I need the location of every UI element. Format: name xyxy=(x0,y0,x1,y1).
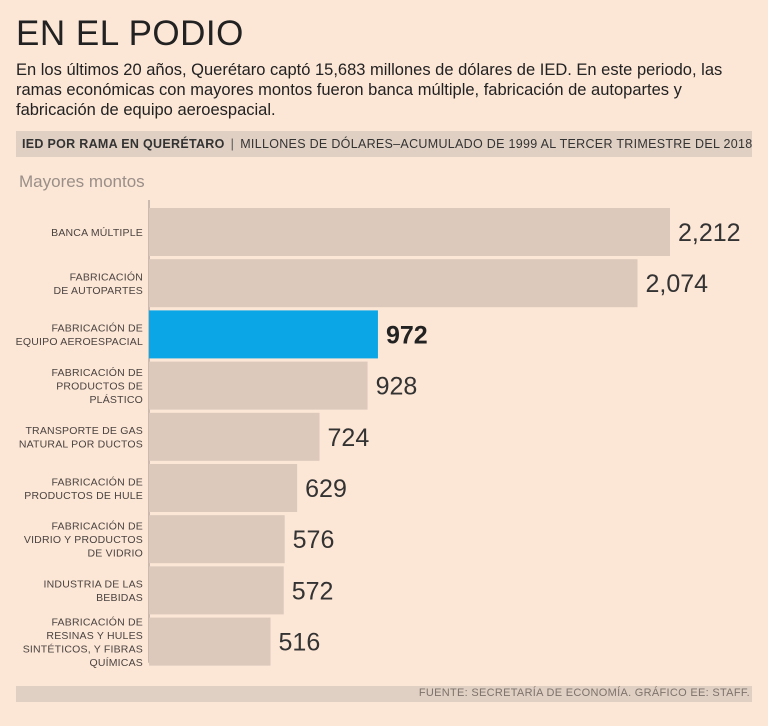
value-label-4: 724 xyxy=(328,424,370,452)
category-label-7: INDUSTRIA DE LAS BEBIDAS xyxy=(44,579,143,605)
category-label-2: FABRICACIÓN DE EQUIPO AEROESPACIAL xyxy=(16,322,143,349)
category-label-4: TRANSPORTE DE GAS NATURAL POR DUCTOS xyxy=(19,425,143,451)
banner-separator: | xyxy=(230,137,235,151)
bar-3 xyxy=(149,361,368,410)
category-label-8: FABRICACIÓN DE RESINAS Y HULES SINTÉTICOS,… xyxy=(23,615,143,669)
category-label-0: BANCA MÚLTIPLE xyxy=(51,226,143,239)
value-label-0: 2,212 xyxy=(678,219,741,247)
chart-subtitle: En los últimos 20 años, Querétaro captó … xyxy=(16,61,723,119)
value-label-7: 572 xyxy=(292,577,334,605)
bar-8 xyxy=(149,617,271,666)
chart-title: EN EL PODIO xyxy=(16,14,244,53)
bar-2 xyxy=(149,310,378,359)
section-label: Mayores montos xyxy=(19,172,145,191)
bar-7 xyxy=(149,566,284,615)
bar-4 xyxy=(149,412,320,461)
value-label-2: 972 xyxy=(386,321,428,349)
value-label-1: 2,074 xyxy=(645,270,708,298)
banner-title: IED POR RAMA EN QUERÉTARO xyxy=(22,137,225,151)
footer-bar xyxy=(16,686,752,702)
bar-6 xyxy=(149,515,285,564)
category-label-6: FABRICACIÓN DE VIDRIO Y PRODUCTOS DE VIDRI… xyxy=(24,520,143,560)
bar-5 xyxy=(149,464,298,512)
category-label-5: FABRICACIÓN DE PRODUCTOS DE HULE xyxy=(24,475,143,502)
value-label-8: 516 xyxy=(279,629,321,657)
bar-0 xyxy=(149,208,670,256)
banner-description: MILLONES DE DÓLARES–ACUMULADO DE 1999 AL… xyxy=(240,137,753,151)
chart-banner: IED POR RAMA EN QUERÉTARO | MILLONES DE … xyxy=(16,131,752,157)
value-label-6: 576 xyxy=(293,526,335,554)
category-label-3: FABRICACIÓN DE PRODUCTOS DE PLÁSTICO xyxy=(52,366,143,406)
category-label-1: FABRICACIÓN DE AUTOPARTES xyxy=(53,270,143,297)
source-footer: FUENTE: SECRETARÍA DE ECONOMÍA. GRÁFICO … xyxy=(418,687,750,699)
value-label-3: 928 xyxy=(376,373,418,401)
value-label-5: 629 xyxy=(305,475,347,503)
bar-1 xyxy=(149,259,638,308)
